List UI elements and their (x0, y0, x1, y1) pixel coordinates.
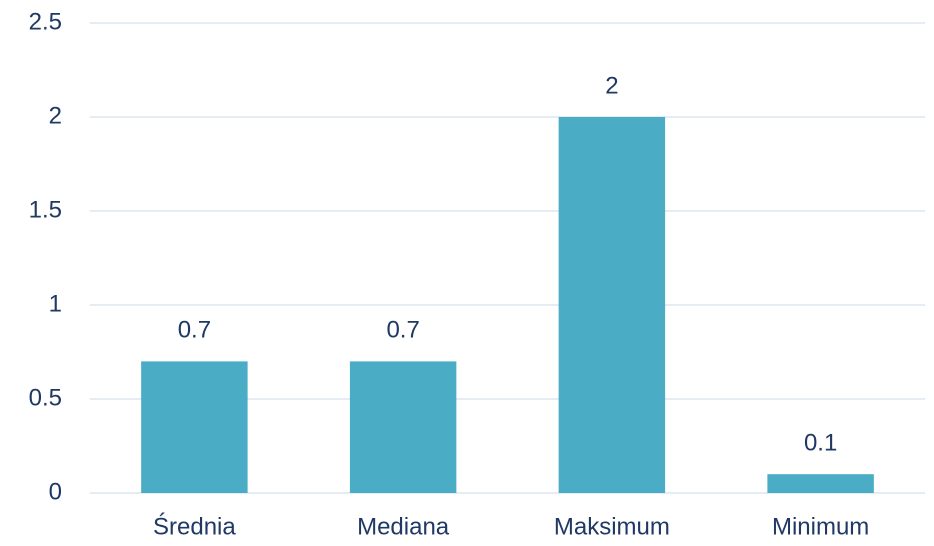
x-tick-label: Mediana (357, 513, 450, 540)
y-tick-label: 2.5 (29, 8, 62, 35)
y-tick-label: 1.5 (29, 196, 62, 223)
x-tick-label: Minimum (772, 513, 869, 540)
y-tick-label: 0.5 (29, 384, 62, 411)
x-tick-label: Średnia (153, 512, 236, 540)
bar (558, 117, 666, 493)
bar (141, 361, 248, 493)
x-tick-label: Maksimum (554, 513, 670, 540)
data-label: 0.7 (178, 317, 211, 344)
data-label: 2 (605, 72, 618, 99)
bar (767, 474, 874, 493)
bar (349, 361, 457, 493)
y-tick-label: 1 (49, 290, 62, 317)
data-label: 0.1 (804, 430, 837, 457)
y-tick-label: 0 (49, 478, 62, 505)
y-tick-label: 2 (49, 102, 62, 129)
data-label: 0.7 (386, 317, 419, 344)
